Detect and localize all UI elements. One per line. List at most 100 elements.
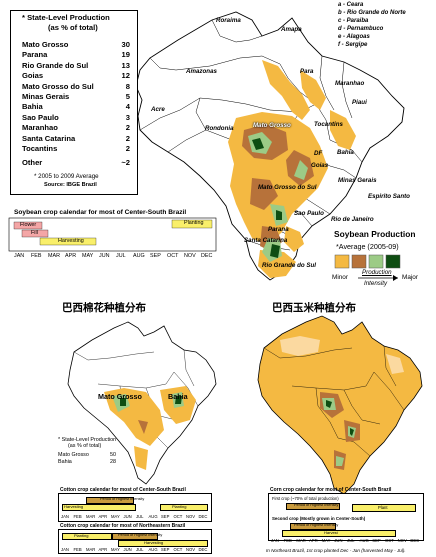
cotton2-month-nov: NOV — [186, 547, 196, 552]
corn-second-harvest: Harvest — [324, 530, 338, 535]
label-rondonia: Rondonia — [205, 125, 234, 132]
soy-month-feb: FEB — [31, 253, 42, 259]
label-maranhao: Maranhao — [335, 80, 365, 87]
label-sao-paulo: Sao Paulo — [294, 210, 324, 217]
corn-cal-title: Corn crop calendar for most of Center-So… — [270, 487, 392, 493]
legend-arrow-top: Production — [362, 269, 392, 276]
cotton2-month-mar: MAR — [86, 547, 96, 552]
corn-month-feb: FEB — [283, 538, 292, 543]
corn-first-plant-bar — [352, 504, 416, 512]
cotton-row-state: Bahia — [58, 458, 72, 465]
cotton2-month-jan: JAN — [61, 547, 69, 552]
cal-flower-bar — [13, 221, 43, 230]
corn-first-crop: First crop (~70% of total production) — [272, 496, 339, 501]
corn-second-harvest-bar — [282, 530, 396, 537]
corn-month-jan: JAN — [271, 538, 279, 543]
legend-swatch-2 — [351, 254, 367, 269]
cotton2-month-dec: DEC — [198, 547, 208, 552]
legend-swatch-4 — [385, 254, 401, 269]
soy-month-nov: NOV — [184, 253, 196, 259]
cotton1-month-oct: OCT — [173, 514, 183, 519]
label-df: DF — [314, 150, 323, 157]
soy-row-value: ~2 — [121, 158, 130, 168]
soy-month-dec: DEC — [201, 253, 213, 259]
corn-month-mar: MAR — [296, 538, 306, 543]
soy-row-value: 13 — [121, 60, 130, 70]
cotton-cal1-plant-bar — [160, 504, 208, 511]
ne-key-item: b - Rio Grande do Norte — [338, 10, 406, 16]
cal-planting-bar — [171, 219, 213, 229]
soy-row-state: Tocantins — [22, 144, 58, 153]
cotton1-month-apr: APR — [98, 514, 108, 519]
cotton1-month-mar: MAR — [86, 514, 96, 519]
soy-month-jan: JAN — [14, 253, 25, 259]
corn-first-intensity-bar — [286, 503, 340, 510]
soy-row-value: 8 — [125, 81, 130, 91]
label-goias: Goias — [311, 162, 329, 169]
label-espirito: Espirito Santo — [368, 193, 410, 200]
legend-major: Major — [402, 274, 418, 281]
cotton-heading: 巴西棉花种植分布 — [62, 302, 146, 314]
cal-planting-label: Planting — [184, 220, 204, 226]
label-rgs: Rio Grande do Sul — [262, 262, 316, 269]
ne-key-item: f - Sergipe — [338, 42, 368, 48]
label-minas: Minas Gerais — [338, 177, 377, 184]
soy-row-value: 2 — [125, 123, 130, 133]
cal-harvesting-bar — [39, 237, 97, 246]
cotton1-month-jan: JAN — [61, 514, 69, 519]
legend-minor: Minor — [332, 274, 348, 281]
soy-month-apr: APR — [65, 253, 77, 259]
soy-row-state: Maranhao — [22, 123, 58, 133]
cotton-brazil-outline — [67, 321, 217, 485]
corn-second-intensity: Period of Highest Intensity — [294, 523, 339, 527]
soy-calendar-title: Soybean crop calendar for most of Center… — [14, 209, 187, 216]
corn-month-oct: OCT — [385, 538, 394, 543]
legend-swatch-1 — [334, 254, 350, 269]
soy-row-value: 12 — [121, 71, 130, 81]
label-amazonas: Amazonas — [186, 68, 217, 75]
ne-key-item: c - Paraiba — [338, 18, 369, 24]
soy-row-value: 3 — [125, 112, 130, 122]
soy-table-subtitle: (as % of total) — [48, 23, 98, 32]
soy-footnote: * 2005 to 2009 Average — [34, 173, 99, 180]
ne-key-item: e - Alagoas — [338, 34, 370, 40]
soy-row-value: 19 — [121, 50, 130, 60]
soy-calendar — [8, 217, 217, 252]
corn-second-crop: Second crop (Mostly grown in Center-Sout… — [272, 516, 366, 521]
corn-month-jul: JUL — [347, 538, 355, 543]
soy-legend-title: Soybean Production — [334, 229, 416, 239]
cotton-cal2-harvest: Harvesting — [144, 540, 164, 545]
corn-first-plant: Plant — [378, 505, 388, 510]
cotton-cal1-title: Cotton crop calendar for most of Center-… — [60, 487, 186, 493]
soy-row-state: Rio Grande do Sul — [22, 60, 89, 70]
cotton1-month-jul: JUL — [136, 514, 144, 519]
corn-month-may: MAY — [321, 538, 331, 543]
corn-first-intensity: Period of Highest Intensity — [294, 503, 339, 507]
soy-row-state: Parana — [22, 50, 48, 60]
corn-month-sep: SEP — [372, 538, 381, 543]
label-parana: Parana — [268, 226, 289, 233]
corn-month-apr: APR — [309, 538, 318, 543]
soybean-map — [8, 11, 405, 281]
cotton-row-state: Mato Grosso — [58, 452, 89, 458]
cotton-row-value: 50 — [110, 452, 116, 458]
cotton2-month-jun: JUN — [123, 547, 132, 552]
corn-month-dec: DEC — [410, 538, 420, 543]
soy-row-state: Sao Paulo — [22, 112, 59, 122]
label-roraima: Roraima — [216, 17, 241, 24]
cotton2-month-may: MAY — [111, 547, 120, 552]
soy-month-mar: MAR — [48, 253, 60, 259]
corn-brazil-outline — [257, 315, 423, 495]
soy-row-state: Santa Catarina — [22, 133, 76, 143]
cotton-row-value: 28 — [110, 458, 116, 465]
cal-harvest-label: Harvesting — [58, 238, 84, 244]
legend-swatch-3 — [368, 254, 384, 269]
cotton1-month-feb: FEB — [73, 514, 82, 519]
soy-row-value: 4 — [125, 102, 130, 112]
cotton-cal1-harvest: Harvesting — [64, 504, 84, 509]
label-tocantins: Tocantins — [314, 121, 343, 128]
cotton1-month-sep: SEP — [161, 514, 170, 519]
cotton2-month-jul: JUL — [136, 547, 144, 552]
soy-month-oct: OCT — [167, 253, 179, 259]
label-acre: Acre — [151, 106, 165, 113]
